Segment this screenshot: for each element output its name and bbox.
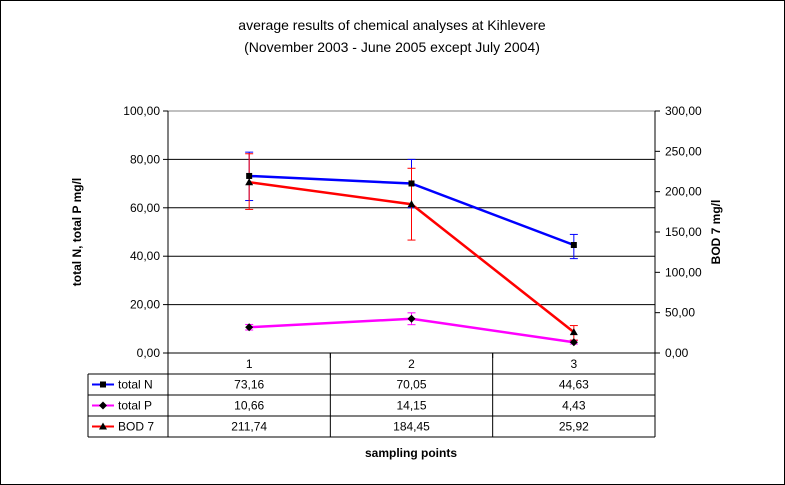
table-cell-value: 14,15 <box>396 399 426 413</box>
plot-area: 0,00 20,00 40,00 60,00 80,00 100,00 0,00 50,00 1… <box>123 104 702 360</box>
chart-title-line1: average results of chemical analyses at … <box>238 17 546 33</box>
x-category-label: 1 <box>246 357 253 371</box>
x-axis-label: sampling points <box>365 446 457 460</box>
table-cell-value: 211,74 <box>231 420 267 434</box>
data-point-total-p <box>407 314 416 323</box>
y-right-tick-label: 50,00 <box>665 306 695 320</box>
y-left-tick-label: 20,00 <box>130 298 160 312</box>
legend-marker-total-n <box>100 381 106 388</box>
y-right-tick-label: 100,00 <box>665 265 702 279</box>
table-cell-value: 70,05 <box>396 378 426 392</box>
table-cell-value: 44,63 <box>559 378 589 392</box>
data-point-bod-7 <box>407 200 416 208</box>
y-right-tick-label: 150,00 <box>665 225 702 239</box>
data-point-total-n <box>570 241 577 248</box>
y-axis-left-label: total N, total P mg/l <box>70 178 84 286</box>
y-right-tick-label: 200,00 <box>665 185 702 199</box>
x-category-label: 2 <box>408 357 415 371</box>
y-left-tick-label: 100,00 <box>123 104 160 118</box>
x-category-label: 3 <box>570 357 577 371</box>
y-right-tick-label: 300,00 <box>665 104 702 118</box>
data-point-bod-7 <box>245 178 254 186</box>
data-point-total-p <box>569 338 578 347</box>
table-cell-value: 4,43 <box>562 399 586 413</box>
legend-label-total-n: total N <box>118 378 153 392</box>
data-point-bod-7 <box>569 328 578 336</box>
table-cell-value: 184,45 <box>393 420 430 434</box>
chart-title-line2: (November 2003 - June 2005 except July 2… <box>244 39 540 55</box>
legend-label-total-p: total P <box>118 399 152 413</box>
legend-label-bod-7: BOD 7 <box>118 420 154 434</box>
y-left-tick-label: 40,00 <box>130 249 160 263</box>
y-left-tick-label: 0,00 <box>137 346 161 360</box>
y-left-tick-label: 60,00 <box>130 201 160 215</box>
data-point-total-n <box>246 172 253 179</box>
table-cell-value: 73,16 <box>234 378 264 392</box>
legend-marker-total-p <box>99 401 107 410</box>
data-point-total-p <box>245 323 254 332</box>
y-right-tick-label: 0,00 <box>665 346 689 360</box>
y-right-tick-label: 250,00 <box>665 144 702 158</box>
legend-marker-bod-7 <box>99 422 107 430</box>
table-cell-value: 25,92 <box>559 420 589 434</box>
data-table: 1 2 3 total N 73,16 70,05 44,63 total P 10,66 14,… <box>87 353 656 438</box>
y-axis-right-label: BOD 7 mg/l <box>709 200 723 265</box>
data-point-total-n <box>408 180 415 187</box>
y-left-tick-label: 80,00 <box>130 152 160 166</box>
table-cell-value: 10,66 <box>234 399 264 413</box>
